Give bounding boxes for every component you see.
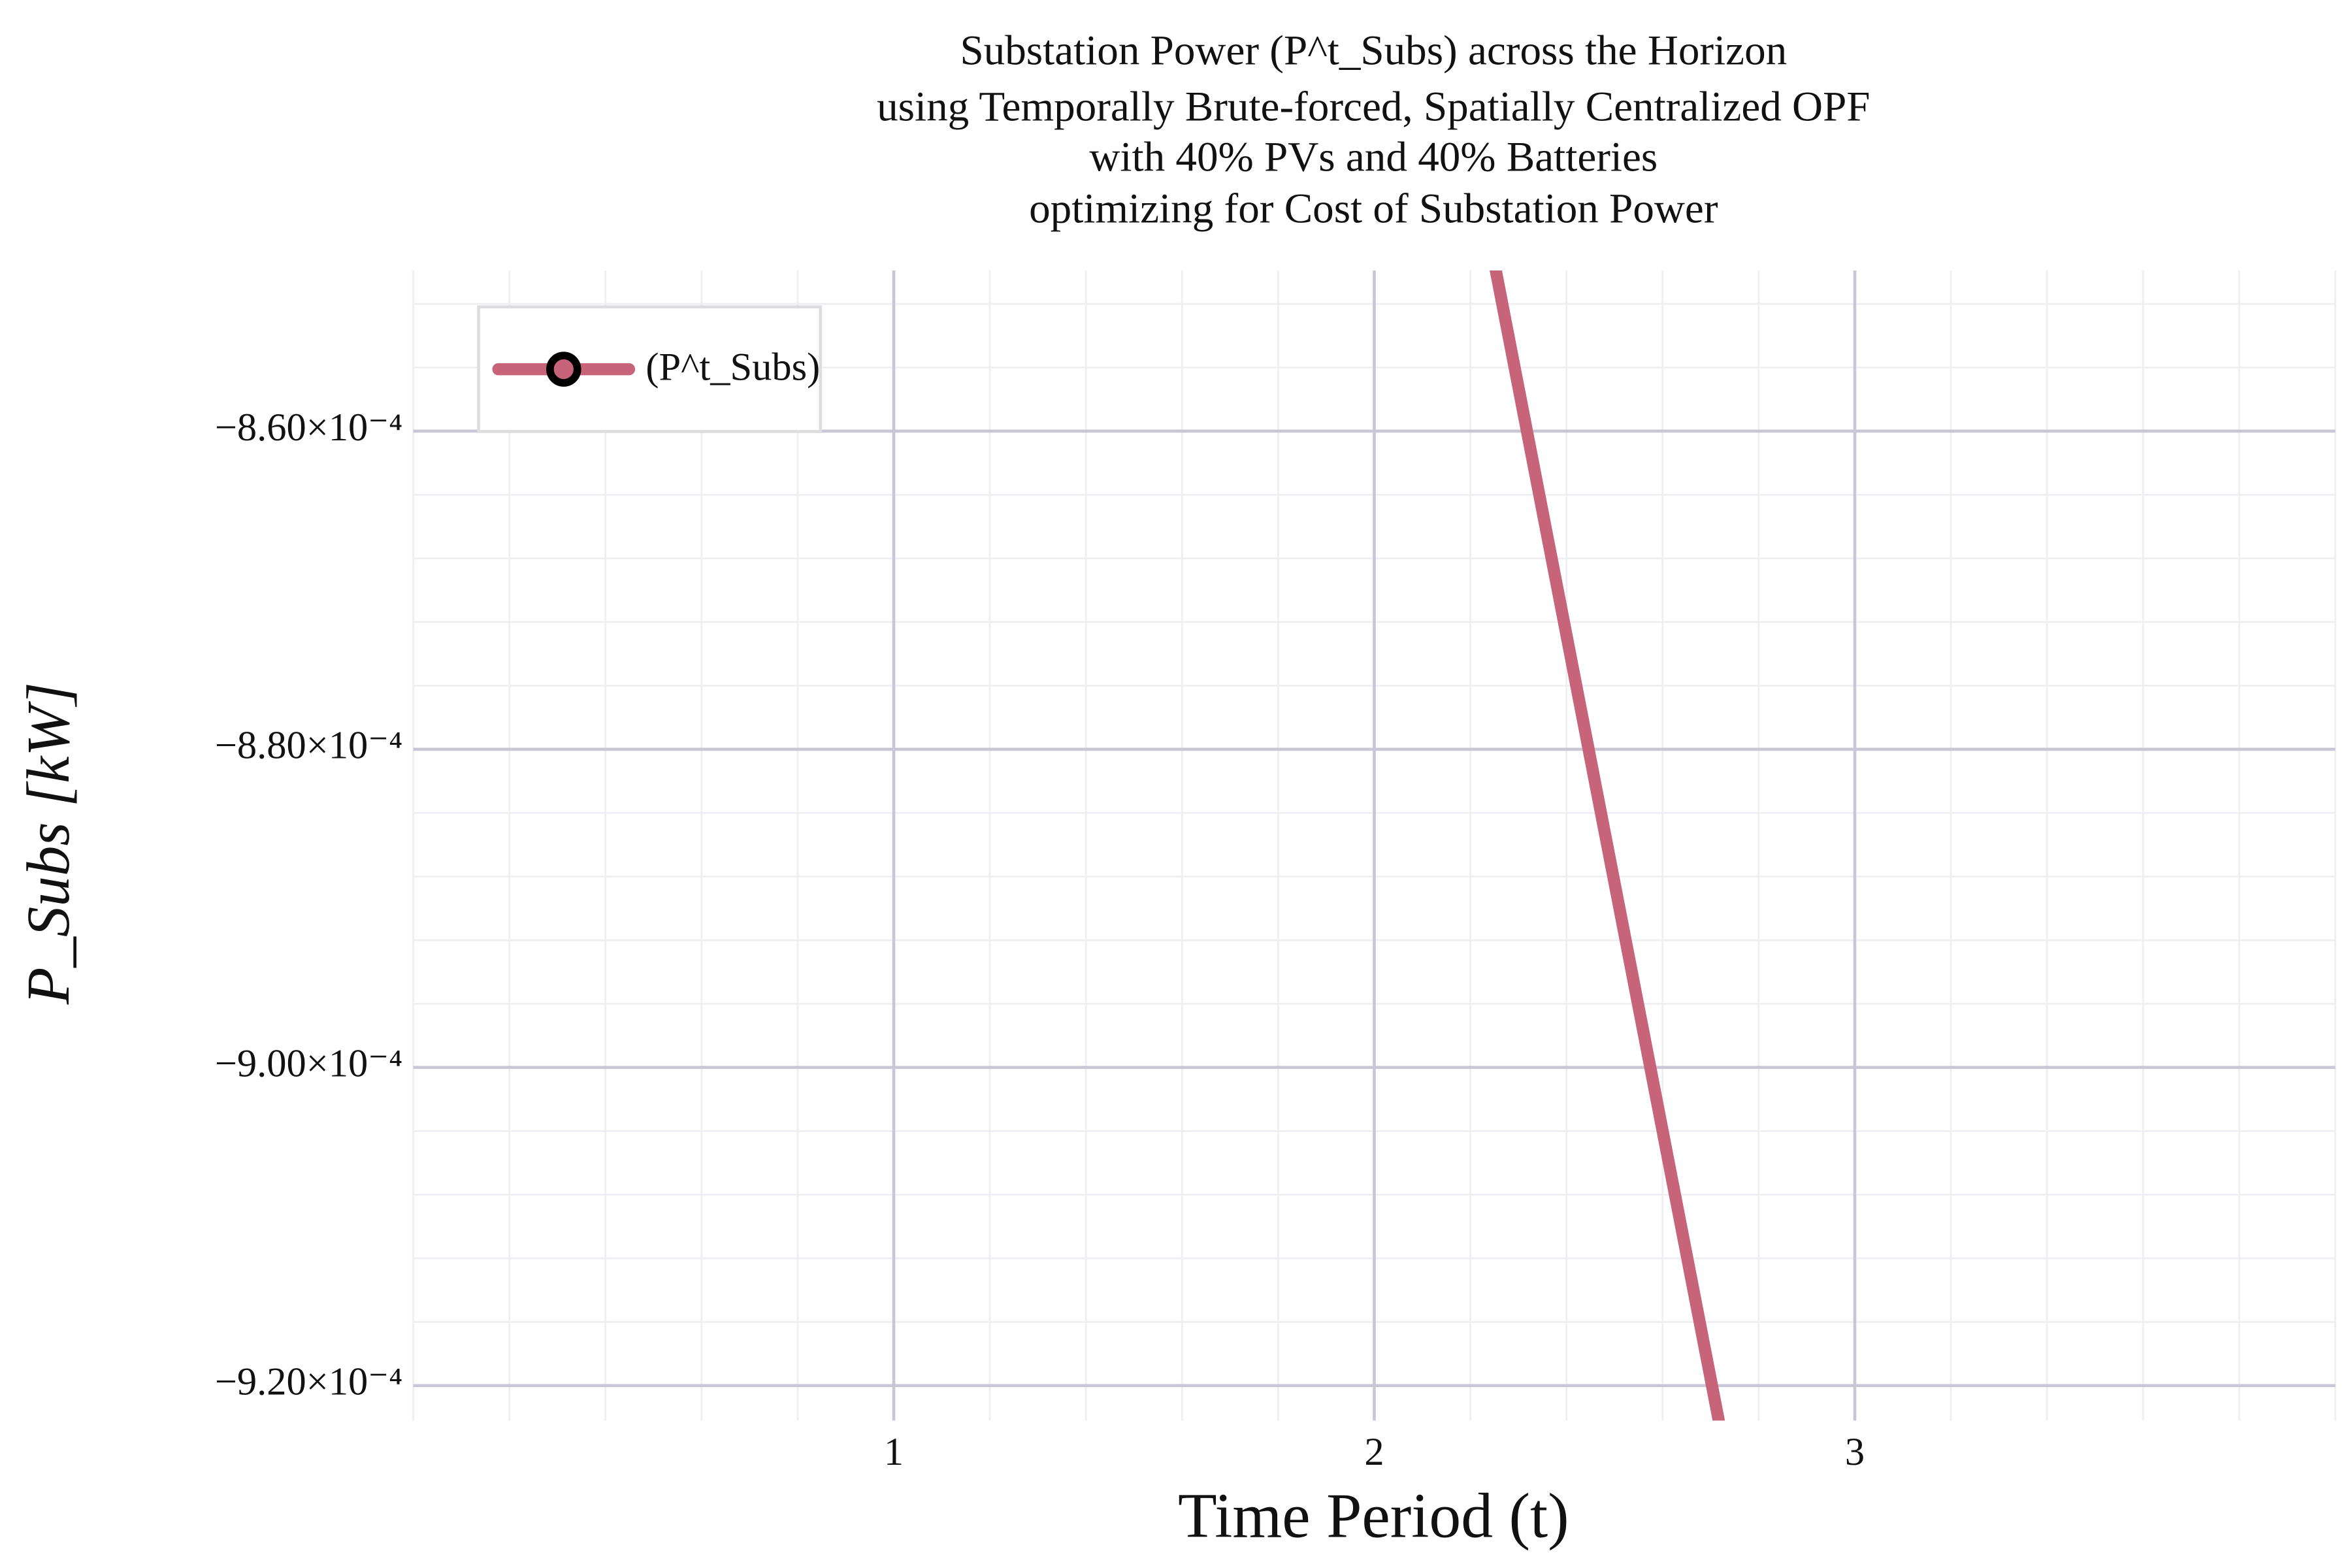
legend-marker [546, 351, 581, 387]
chart-title: with 40% PVs and 40% Batteries [1089, 133, 1658, 180]
x-tick-label: 3 [1845, 1430, 1865, 1474]
chart-title: Substation Power (P^t_Subs) across the H… [960, 27, 1787, 74]
x-tick-label: 1 [884, 1430, 904, 1474]
chart-title: optimizing for Cost of Substation Power [1029, 186, 1718, 233]
chart-title: using Temporally Brute-forced, Spatially… [877, 84, 1870, 131]
x-tick-label: 2 [1364, 1430, 1384, 1474]
grid [412, 270, 2336, 1421]
y-axis-label: P_Subs [kW] [15, 682, 82, 1005]
legend-label: (P^t_Subs) [645, 345, 820, 389]
x-axis-label: Time Period (t) [1178, 1481, 1569, 1552]
legend: (P^t_Subs) [477, 305, 823, 433]
series-line [1490, 270, 1725, 1421]
plot-area [1490, 270, 1725, 1421]
y-tick-label: −9.20×10⁻⁴ [215, 1360, 402, 1404]
y-tick-label: −8.60×10⁻⁴ [215, 406, 402, 449]
y-tick-label: −8.80×10⁻⁴ [215, 724, 402, 768]
y-tick-label: −9.00×10⁻⁴ [215, 1042, 402, 1086]
